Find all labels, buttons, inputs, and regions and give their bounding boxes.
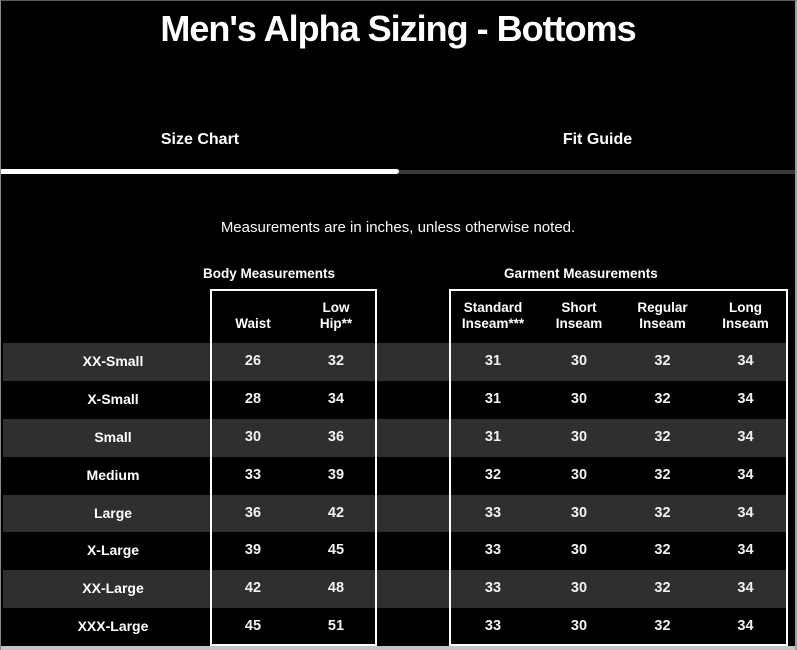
measurement-value: 33 — [244, 466, 262, 483]
size-label: Small — [94, 428, 132, 445]
measurement-value: 32 — [484, 466, 502, 483]
measurement-value: 30 — [570, 390, 588, 407]
measurement-value: 39 — [327, 466, 345, 483]
column-header: Waist — [235, 316, 271, 331]
measurement-value: 34 — [737, 580, 754, 597]
measurement-value: 33 — [484, 504, 502, 521]
measurement-value: 32 — [654, 390, 671, 407]
measurement-value: 30 — [570, 542, 588, 559]
measurement-value: 33 — [484, 580, 502, 597]
garment-measurements-label: Garment Measurements — [504, 266, 658, 281]
measurement-value: 32 — [654, 580, 671, 597]
measurement-value: 32 — [654, 428, 671, 445]
measurement-value: 31 — [484, 353, 502, 369]
table-row — [3, 456, 787, 495]
measurement-value: 32 — [654, 466, 671, 483]
measurement-value: 42 — [244, 580, 262, 597]
body-measurements-label: Body Measurements — [203, 266, 336, 281]
measurement-value: 34 — [737, 466, 754, 483]
column-header: Standard Inseam*** — [461, 300, 525, 331]
measurement-value: 51 — [327, 618, 345, 635]
table-row — [3, 494, 787, 533]
active-tab-indicator — [1, 169, 399, 174]
measurement-value: 30 — [570, 428, 588, 445]
measurement-value: 30 — [570, 618, 588, 635]
measurement-value: 30 — [570, 353, 588, 369]
bottom-edge-divider — [1, 646, 795, 650]
measurement-value: 36 — [244, 504, 262, 521]
size-label: XX-Small — [82, 353, 144, 369]
size-label: XXX-Large — [77, 618, 149, 635]
tab-size-chart[interactable]: Size Chart — [160, 131, 240, 148]
measurement-value: 32 — [654, 504, 671, 521]
table-row — [3, 343, 787, 381]
measurement-value: 34 — [737, 353, 754, 369]
measurement-value: 34 — [737, 542, 754, 559]
measurement-value: 31 — [484, 390, 502, 407]
measurement-value: 30 — [244, 428, 262, 445]
measurement-value: 30 — [570, 580, 588, 597]
measurement-value: 32 — [654, 542, 671, 559]
measurement-value: 32 — [654, 618, 671, 635]
table-row — [3, 532, 787, 571]
measurement-value: 30 — [570, 466, 588, 483]
column-header: Long Inseam — [722, 300, 769, 331]
measurement-value: 48 — [327, 580, 345, 597]
column-header: Low Hip** — [319, 300, 353, 331]
measurement-value: 34 — [737, 504, 754, 521]
measurement-value: 34 — [737, 618, 754, 635]
measurement-value: 42 — [327, 504, 345, 521]
measurement-value: 33 — [484, 542, 502, 559]
column-header: Short Inseam — [555, 300, 603, 331]
inactive-tab-indicator — [399, 170, 795, 174]
table-row — [3, 570, 787, 609]
size-label: X-Small — [87, 390, 139, 407]
tab-fit-guide[interactable]: Fit Guide — [562, 131, 633, 148]
measurement-value: 45 — [244, 618, 262, 635]
measurement-value: 28 — [244, 390, 262, 407]
measurement-value: 32 — [654, 353, 671, 369]
measurement-value: 30 — [570, 504, 588, 521]
column-header: Regular Inseam — [637, 300, 688, 331]
table-row — [3, 380, 787, 419]
measurement-value: 33 — [484, 618, 502, 635]
measurement-value: 34 — [737, 390, 754, 407]
size-label: X-Large — [86, 542, 140, 559]
measurement-value: 32 — [327, 353, 345, 369]
size-label: Medium — [86, 466, 140, 483]
measurement-value: 26 — [244, 353, 262, 369]
measurement-value: 39 — [244, 542, 262, 559]
table-row — [3, 608, 787, 646]
measurement-value: 34 — [737, 428, 754, 445]
size-label: XX-Large — [82, 580, 144, 597]
page-title: Men's Alpha Sizing - Bottoms — [160, 8, 636, 49]
measurement-value: 31 — [484, 428, 502, 445]
table-row — [3, 418, 787, 457]
units-note: Measurements are in inches, unless other… — [220, 219, 576, 236]
size-label: Large — [93, 504, 133, 521]
measurement-value: 45 — [327, 542, 345, 559]
measurement-value: 36 — [327, 428, 345, 445]
measurement-value: 34 — [327, 390, 345, 407]
